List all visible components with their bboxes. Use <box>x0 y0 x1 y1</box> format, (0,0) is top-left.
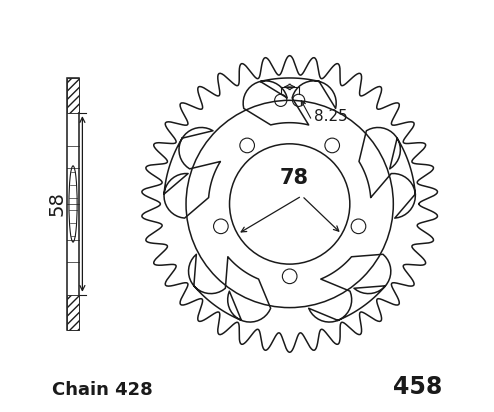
Text: 8.25: 8.25 <box>314 109 348 124</box>
Bar <box>67 78 79 330</box>
Text: Chain 428: Chain 428 <box>52 381 153 399</box>
Bar <box>67 78 79 113</box>
Bar <box>67 295 79 330</box>
Text: 458: 458 <box>393 375 442 399</box>
Text: 58: 58 <box>48 192 67 216</box>
Text: 78: 78 <box>279 168 308 188</box>
